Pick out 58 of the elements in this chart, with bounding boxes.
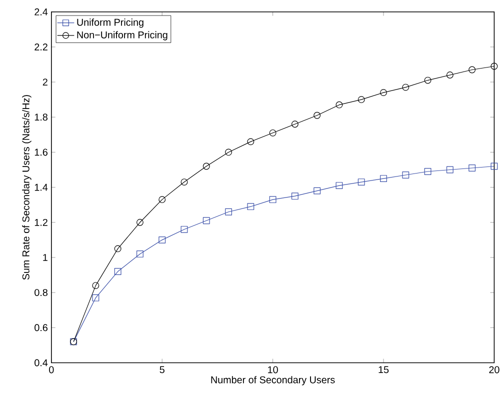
legend-label: Uniform Pricing (77, 18, 144, 28)
point (136, 250, 144, 258)
x-tick-label: 5 (160, 366, 164, 373)
point (92, 282, 100, 289)
point (446, 166, 454, 174)
y-tick-label: 2.4 (34, 8, 48, 16)
y-tick-label: 1 (43, 254, 48, 261)
point (269, 129, 276, 136)
y-tick-label: 1.2 (34, 218, 48, 226)
point (314, 187, 321, 194)
x-tick-label: 20 (489, 366, 500, 374)
y-tick-label: 1.4 (34, 184, 48, 191)
point (424, 168, 432, 175)
point (336, 182, 343, 189)
y-tick-label: 0.8 (34, 288, 48, 296)
point (336, 101, 343, 108)
x-tick-label: 15 (378, 366, 389, 373)
point (314, 112, 321, 119)
point (402, 84, 410, 91)
y-tick-label: 0.6 (34, 324, 48, 331)
point (202, 162, 210, 170)
x-axis-title: Number of Secondary Users (211, 376, 335, 386)
point (114, 268, 122, 275)
point (180, 178, 188, 186)
x-tick-label: 0 (49, 366, 54, 374)
point (158, 196, 166, 203)
point (202, 217, 210, 224)
y-axis-title: Sum Rate of Secondary Users (Nats/s/Hz) (22, 94, 32, 280)
y-tick-label: 2.2 (34, 43, 48, 50)
point (158, 236, 166, 244)
y-tick-label: 1.6 (34, 148, 48, 156)
point (114, 245, 122, 252)
point (92, 294, 100, 302)
legend-label: Non−Uniform Pricing (77, 30, 168, 40)
point (380, 174, 387, 182)
point (180, 226, 188, 233)
y-tick-label: 2 (42, 78, 48, 86)
point (225, 208, 232, 216)
y-tick-label: 0.4 (34, 359, 48, 366)
point (291, 120, 298, 128)
point (291, 192, 298, 200)
point (247, 138, 254, 145)
x-tick-label: 10 (268, 366, 278, 374)
point (490, 162, 498, 170)
point (358, 96, 365, 103)
point (490, 62, 498, 70)
point (424, 76, 432, 84)
point (446, 71, 454, 78)
point (136, 218, 144, 226)
point (269, 196, 276, 203)
point (402, 171, 410, 178)
point (468, 66, 476, 74)
point (468, 164, 476, 172)
point (225, 148, 232, 156)
point (358, 178, 365, 186)
point (247, 202, 254, 210)
y-tick-label: 1.8 (34, 113, 48, 120)
point (380, 88, 387, 96)
